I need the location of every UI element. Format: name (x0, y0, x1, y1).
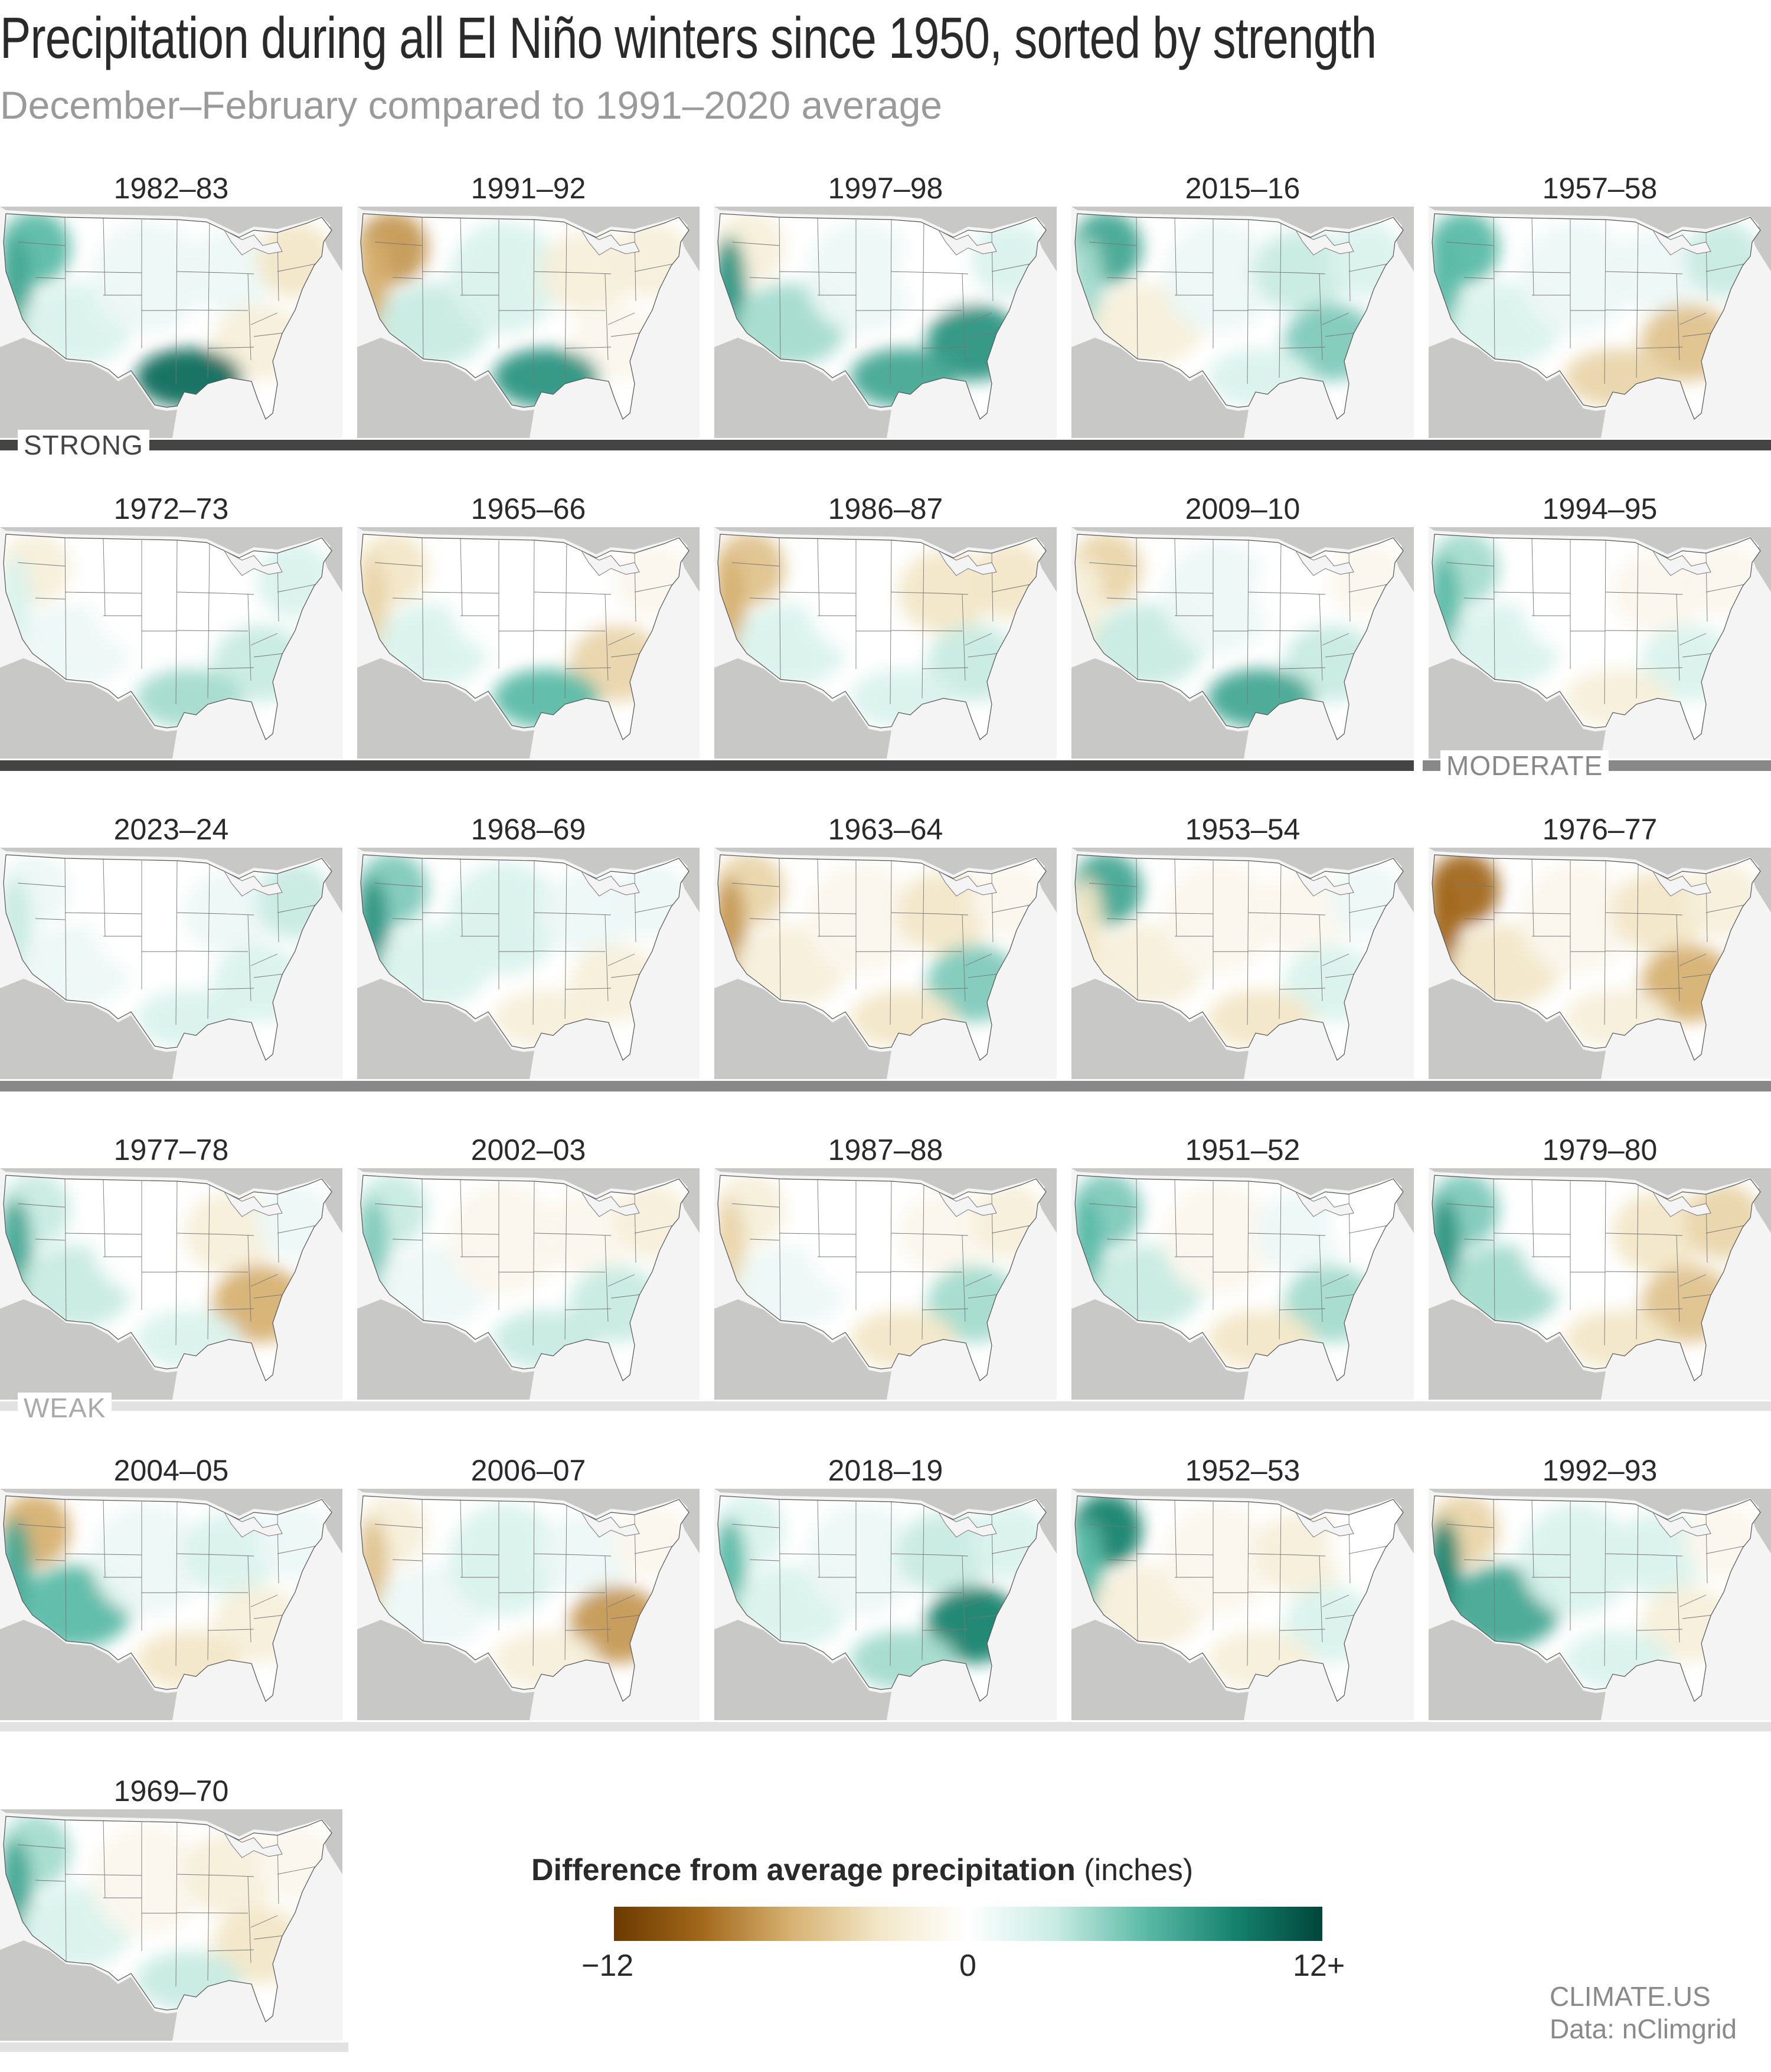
panel-map (0, 207, 342, 438)
us-precipitation-map (357, 527, 700, 759)
us-precipitation-map (1429, 848, 1771, 1079)
panel-map (1429, 207, 1771, 438)
us-precipitation-map (1071, 1489, 1414, 1720)
legend-title-unit: (inches) (1084, 1853, 1194, 1887)
legend-min-label: −12 (581, 1949, 634, 1983)
panel-map (357, 1489, 700, 1720)
chart-subtitle: December–February compared to 1991–2020 … (0, 83, 942, 127)
panel-map (0, 848, 342, 1079)
panel-year-label: 1976–77 (1542, 813, 1658, 846)
strength-band-weak-row4 (0, 1401, 1771, 1411)
us-precipitation-map (1071, 848, 1414, 1079)
panel-year-label: 1992–93 (1542, 1454, 1658, 1487)
panel-year-label: 2002–03 (470, 1133, 586, 1166)
panel-year-label: 1957–58 (1542, 172, 1658, 205)
panel-year-label: 1963–64 (828, 813, 943, 846)
us-precipitation-map (0, 1489, 342, 1720)
strength-band-weak-row6 (0, 2042, 348, 2052)
legend-gradient (614, 1907, 1322, 1941)
us-precipitation-map (0, 1168, 342, 1400)
panel-year-label: 1979–80 (1542, 1133, 1658, 1166)
panel-map (1071, 1489, 1414, 1720)
panel-map (1429, 527, 1771, 759)
legend-title-bold: Difference from average precipitation (531, 1853, 1076, 1887)
panel-map (0, 527, 342, 759)
panel-year-label: 2009–10 (1185, 492, 1301, 525)
us-precipitation-map (0, 1809, 342, 2041)
panel-map (1429, 1168, 1771, 1400)
us-precipitation-map (357, 848, 700, 1079)
panel-map (714, 848, 1057, 1079)
panel-map (357, 527, 700, 759)
panel-map (0, 1489, 342, 1720)
panel-map (357, 848, 700, 1079)
legend-mid-label: 0 (959, 1949, 976, 1983)
panel-map (1071, 527, 1414, 759)
us-precipitation-map (1071, 1168, 1414, 1400)
us-precipitation-map (1429, 1489, 1771, 1720)
panel-year-label: 1951–52 (1185, 1133, 1301, 1166)
panel-year-label: 1965–66 (470, 492, 586, 525)
panel-map (714, 1168, 1057, 1400)
panel-year-label: 1953–54 (1185, 813, 1301, 846)
strength-label-weak: WEAK (18, 1393, 112, 1423)
us-precipitation-map (714, 1168, 1057, 1400)
panel-year-label: 1968–69 (470, 813, 586, 846)
us-precipitation-map (1429, 527, 1771, 759)
panel-map (0, 1809, 342, 2041)
strength-band-moderate-row3 (0, 1081, 1771, 1091)
panel-year-label: 1987–88 (828, 1133, 943, 1166)
panel-year-label: 2023–24 (113, 813, 229, 846)
legend-max-label: 12+ (1293, 1949, 1345, 1983)
panel-map (1071, 848, 1414, 1079)
us-precipitation-map (1429, 207, 1771, 438)
panel-map (357, 207, 700, 438)
us-precipitation-map (357, 1168, 700, 1400)
panel-year-label: 1994–95 (1542, 492, 1658, 525)
panel-year-label: 1972–73 (113, 492, 229, 525)
us-precipitation-map (714, 207, 1057, 438)
strength-label-strong: STRONG (18, 430, 149, 460)
strength-band-weak-row5 (0, 1722, 1771, 1731)
chart-title: Precipitation during all El Niño winters… (0, 5, 1377, 70)
panel-map (0, 1168, 342, 1400)
panel-year-label: 1969–70 (113, 1774, 229, 1808)
credit-data-source: Data: nClimgrid (1550, 2014, 1737, 2044)
legend-title: Difference from average precipitation (i… (531, 1852, 1381, 1888)
panel-map (1429, 1489, 1771, 1720)
panel-year-label: 2015–16 (1185, 172, 1301, 205)
panel-year-label: 1991–92 (470, 172, 586, 205)
us-precipitation-map (714, 848, 1057, 1079)
credit-source: CLIMATE.US (1550, 1981, 1711, 2012)
us-precipitation-map (357, 1489, 700, 1720)
panel-year-label: 1952–53 (1185, 1454, 1301, 1487)
us-precipitation-map (1071, 207, 1414, 438)
us-precipitation-map (357, 207, 700, 438)
us-precipitation-map (0, 527, 342, 759)
strength-band-strong-row2 (0, 760, 1414, 771)
panel-map (1071, 1168, 1414, 1400)
legend-color-ramp (614, 1907, 1322, 1941)
strength-band-strong-row1 (0, 440, 1771, 450)
panel-year-label: 2006–07 (470, 1454, 586, 1487)
panel-map (714, 1489, 1057, 1720)
us-precipitation-map (714, 1489, 1057, 1720)
panel-year-label: 1982–83 (113, 172, 229, 205)
panel-map (714, 527, 1057, 759)
panel-year-label: 2018–19 (828, 1454, 943, 1487)
us-precipitation-map (0, 207, 342, 438)
panel-year-label: 1977–78 (113, 1133, 229, 1166)
panel-map (1429, 848, 1771, 1079)
us-precipitation-map (1429, 1168, 1771, 1400)
panel-map (357, 1168, 700, 1400)
us-precipitation-map (714, 527, 1057, 759)
panel-map (714, 207, 1057, 438)
panel-year-label: 1997–98 (828, 172, 943, 205)
us-precipitation-map (1071, 527, 1414, 759)
panel-year-label: 2004–05 (113, 1454, 229, 1487)
strength-label-moderate: MODERATE (1440, 750, 1609, 781)
panel-map (1071, 207, 1414, 438)
us-precipitation-map (0, 848, 342, 1079)
panel-year-label: 1986–87 (828, 492, 943, 525)
